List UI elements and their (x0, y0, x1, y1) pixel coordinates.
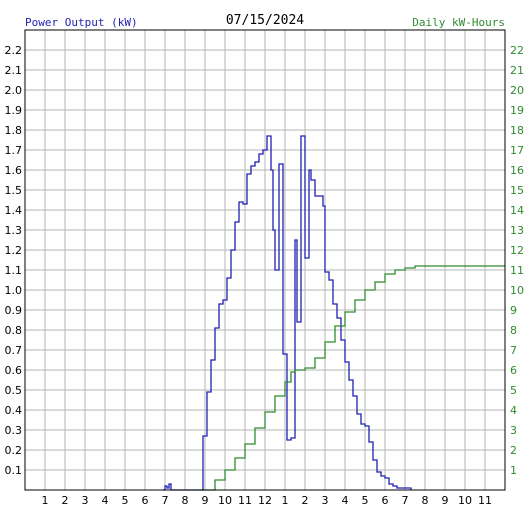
x-tick-label: 3 (322, 494, 329, 507)
y-right-tick-label: 15 (510, 184, 524, 197)
y-right-tick-label: 14 (510, 204, 524, 217)
y-left-tick-label: 1.3 (5, 224, 23, 237)
y-right-tick-label: 18 (510, 124, 524, 137)
x-tick-label: 2 (302, 494, 309, 507)
y-right-tick-label: 21 (510, 64, 524, 77)
y-right-tick-label: 16 (510, 164, 524, 177)
y-left-tick-label: 0.8 (5, 324, 23, 337)
x-tick-label: 8 (422, 494, 429, 507)
series-line-daily-kwh (201, 265, 505, 491)
y-right-tick-label: 8 (510, 324, 517, 337)
x-tick-label: 3 (82, 494, 89, 507)
y-right-tick-label: 17 (510, 144, 524, 157)
y-left-tick-label: 1.8 (5, 124, 23, 137)
y-left-tick-label: 1.4 (5, 204, 23, 217)
x-tick-label: 8 (182, 494, 189, 507)
y-left-tick-label: 0.5 (5, 384, 23, 397)
y-right-tick-label: 13 (510, 224, 524, 237)
y-right-tick-label: 10 (510, 284, 524, 297)
y-right-tick-label: 4 (510, 404, 517, 417)
y-right-tick-label: 2 (510, 444, 517, 457)
y-right-tick-label: 11 (510, 264, 524, 277)
x-tick-label: 1 (42, 494, 49, 507)
y-left-tick-label: 0.1 (5, 464, 23, 477)
y-left-tick-label: 1.6 (5, 164, 23, 177)
y-right-tick-label: 9 (510, 304, 517, 317)
y-right-tick-label: 20 (510, 84, 524, 97)
x-tick-label: 11 (478, 494, 492, 507)
y-left-tick-label: 2.0 (5, 84, 23, 97)
x-tick-label: 4 (342, 494, 349, 507)
y-left-tick-label: 1.7 (5, 144, 23, 157)
y-left-tick-label: 1.9 (5, 104, 23, 117)
x-tick-label: 7 (402, 494, 409, 507)
x-tick-label: 7 (162, 494, 169, 507)
y-left-tick-label: 0.7 (5, 344, 23, 357)
x-tick-label: 5 (122, 494, 129, 507)
left-axis-title: Power Output (kW) (25, 16, 138, 29)
x-tick-label: 4 (102, 494, 109, 507)
y-right-tick-label: 7 (510, 344, 517, 357)
x-tick-label: 11 (238, 494, 252, 507)
x-tick-label: 9 (202, 494, 209, 507)
tick-labels: 1 2 3 4 5 6 7 8 9 10 11 12 1 2 3 4 5 6 7 8 9 10 110.10.20.30.4… (5, 44, 525, 507)
right-axis-title: Daily kW-Hours (412, 16, 505, 29)
y-right-tick-label: 22 (510, 44, 524, 57)
series-layer (163, 135, 505, 491)
x-tick-label: 6 (382, 494, 389, 507)
x-tick-label: 5 (362, 494, 369, 507)
y-right-tick-label: 5 (510, 384, 517, 397)
y-left-tick-label: 2.2 (5, 44, 23, 57)
y-left-tick-label: 0.4 (5, 404, 23, 417)
y-right-tick-label: 1 (510, 464, 517, 477)
x-tick-label: 12 (258, 494, 272, 507)
chart-title: 07/15/2024 (226, 13, 304, 28)
y-left-tick-label: 0.6 (5, 364, 23, 377)
y-left-tick-label: 2.1 (5, 64, 23, 77)
grid (25, 30, 505, 490)
y-right-tick-label: 3 (510, 424, 517, 437)
plot-frame (24, 29, 506, 491)
y-left-tick-label: 1.5 (5, 184, 23, 197)
x-tick-label: 2 (62, 494, 69, 507)
x-tick-label: 10 (458, 494, 472, 507)
y-right-tick-label: 12 (510, 244, 524, 257)
series-line-power-output (163, 135, 412, 491)
x-tick-label: 1 (282, 494, 289, 507)
x-tick-label: 6 (142, 494, 149, 507)
x-tick-label: 9 (442, 494, 449, 507)
y-left-tick-label: 0.2 (5, 444, 23, 457)
y-right-tick-label: 19 (510, 104, 524, 117)
y-left-tick-label: 1.0 (5, 284, 23, 297)
y-left-tick-label: 1.1 (5, 264, 23, 277)
y-left-tick-label: 0.3 (5, 424, 23, 437)
y-left-tick-label: 0.9 (5, 304, 23, 317)
y-left-tick-label: 1.2 (5, 244, 23, 257)
x-tick-label: 10 (218, 494, 232, 507)
y-right-tick-label: 6 (510, 364, 517, 377)
